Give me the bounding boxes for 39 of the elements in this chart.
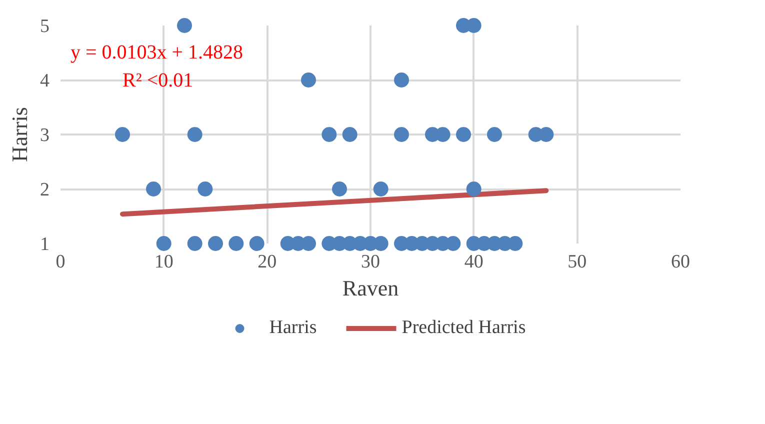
point: [456, 127, 471, 142]
legend-label: Predicted Harris: [402, 317, 526, 339]
point: [115, 127, 130, 142]
x-tick-label: 40: [464, 252, 484, 272]
x-tick-label: 10: [154, 252, 174, 272]
point: [208, 236, 223, 251]
point: [394, 127, 409, 142]
point: [301, 72, 316, 88]
point: [249, 236, 264, 251]
point: [228, 236, 244, 251]
point: [342, 127, 358, 142]
point: [177, 18, 192, 33]
point: [187, 127, 202, 142]
y-axis-title: Harris: [7, 107, 32, 162]
y-tick-label: 3: [40, 125, 50, 146]
annotation: R² <0.01: [122, 70, 194, 92]
y-tick-label: 4: [40, 70, 50, 92]
point: [373, 182, 388, 196]
x-tick-label: 60: [671, 252, 690, 272]
point: [198, 182, 213, 196]
x-tick-label: 30: [361, 252, 380, 272]
y-tick-label: 5: [40, 16, 50, 37]
annotation: y = 0.0103x + 1.4828: [70, 42, 244, 64]
point: [322, 127, 337, 142]
x-axis-title: Raven: [342, 276, 399, 300]
point: [394, 72, 409, 88]
x-tick-label: 0: [56, 252, 66, 272]
point: [146, 182, 161, 196]
y-tick-label: 1: [40, 234, 50, 255]
point: [156, 236, 172, 251]
point: [332, 182, 347, 196]
x-tick-label: 20: [258, 252, 277, 272]
point: [487, 127, 502, 142]
x-tick-label: 50: [568, 252, 587, 272]
point: [466, 182, 482, 196]
point: [187, 236, 202, 251]
y-tick-label: 2: [40, 180, 50, 200]
point: [301, 236, 316, 251]
legend-label: Harris: [269, 317, 317, 339]
